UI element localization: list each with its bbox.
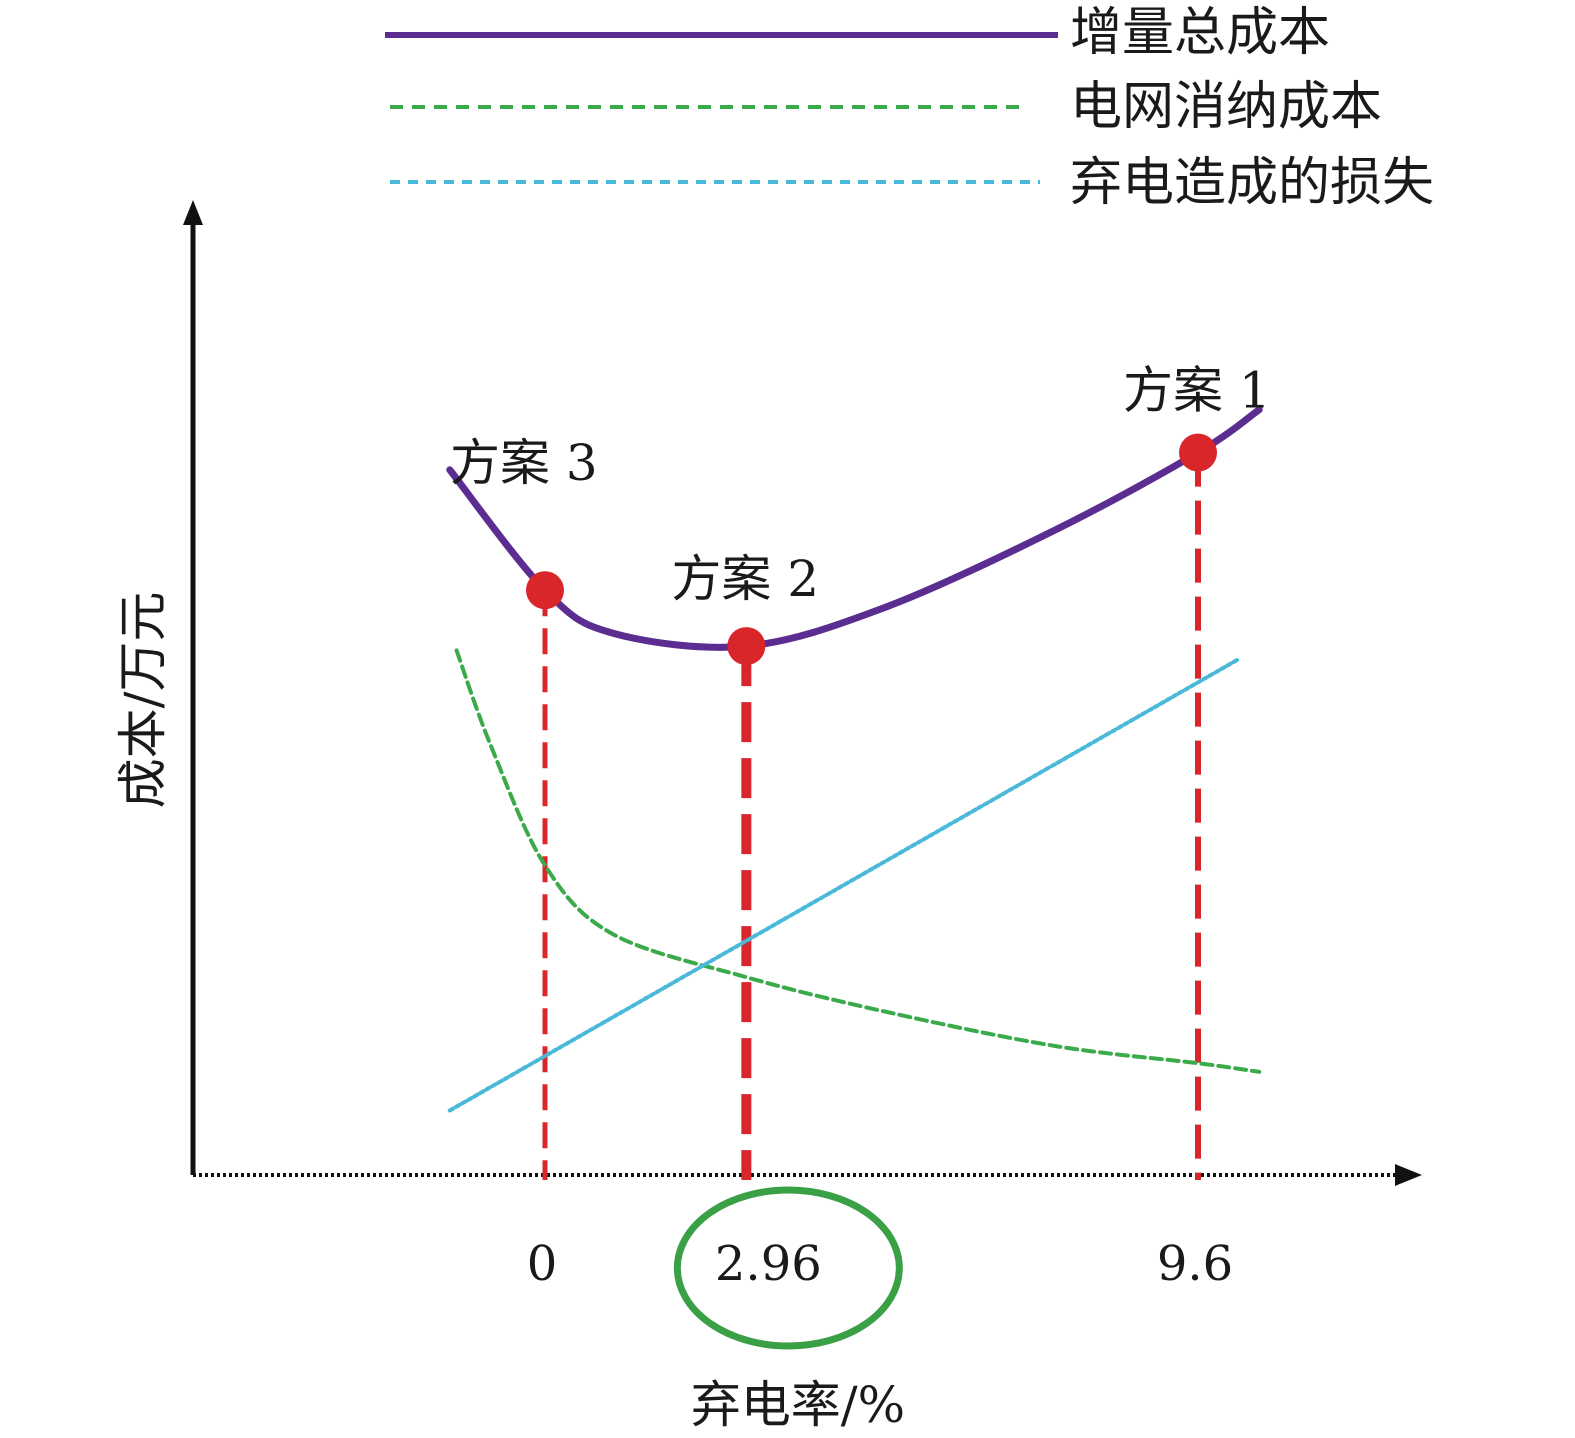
- legend: 增量总成本 电网消纳成本 弃电造成的损失: [385, 3, 1434, 213]
- legend-label-total-cost: 增量总成本: [1070, 3, 1330, 63]
- x-tick-label: 9.6: [1157, 1236, 1233, 1292]
- scheme-marker: [727, 627, 766, 666]
- legend-label-grid-cost: 电网消纳成本: [1070, 77, 1382, 137]
- legend-label-curtailment-loss: 弃电造成的损失: [1070, 153, 1434, 213]
- x-axis-arrow: [1395, 1164, 1422, 1186]
- x-tick-label: 2.96: [715, 1236, 822, 1292]
- x-axis-title: 弃电率/%: [691, 1376, 905, 1434]
- scheme-markers: 方案 1 方案 2 方案 3: [450, 362, 1271, 666]
- highlight-ellipse: [673, 1186, 903, 1350]
- x-tick-labels: 0 2.96 9.6: [527, 1186, 1233, 1350]
- series-layer: [446, 406, 1263, 1180]
- scheme-marker: [1179, 433, 1217, 472]
- scheme-label: 方案 1: [1123, 362, 1271, 420]
- scheme-label: 方案 2: [671, 550, 819, 608]
- y-axis-arrow: [183, 200, 203, 225]
- series-line-2: [454, 648, 1262, 1074]
- scheme-label: 方案 3: [450, 434, 598, 492]
- x-tick-label: 0: [527, 1236, 558, 1292]
- axes: [183, 200, 1422, 1186]
- series-line-3: [447, 657, 1241, 1113]
- y-axis-title: 成本/万元: [114, 592, 172, 809]
- scheme-marker: [526, 571, 564, 610]
